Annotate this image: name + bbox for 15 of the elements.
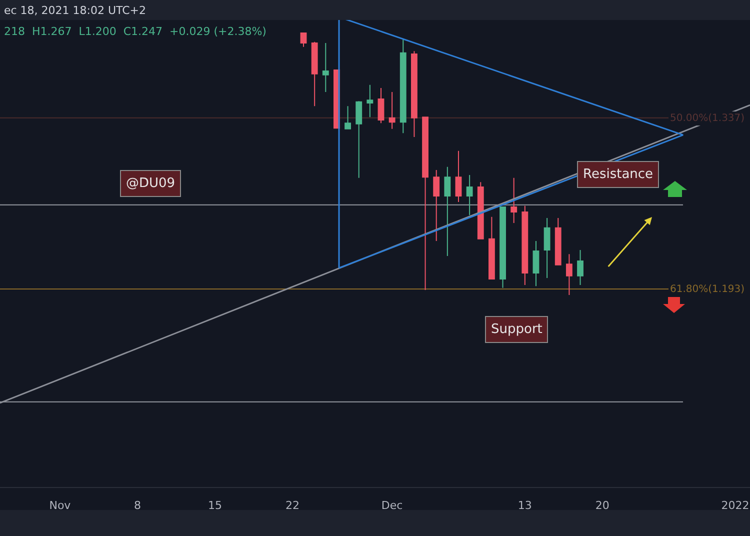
x-tick-label: 20 [595,499,610,512]
annotation: 61.80%(1.193) [670,284,745,295]
x-tick-label: 15 [208,499,222,512]
x-tick-label: Nov [49,499,72,512]
annotation: Resistance [583,167,654,182]
text: Support [491,322,542,337]
x-tick-label: 22 [285,499,300,512]
annotation: 218 H1.267 L1.200 C1.247 +0.029 (+2.38%) [4,25,266,38]
annotation: @DU09 [126,176,176,191]
x-tick-label: Dec [381,499,403,512]
x-tick-label: 8 [134,499,141,512]
text: ec 18, 2021 18:02 UTC+2 [4,4,146,17]
annotation: 50.00%(1.337) [670,113,745,124]
x-tick-label: 13 [518,499,532,512]
x-tick-label: 2022 [721,499,750,512]
